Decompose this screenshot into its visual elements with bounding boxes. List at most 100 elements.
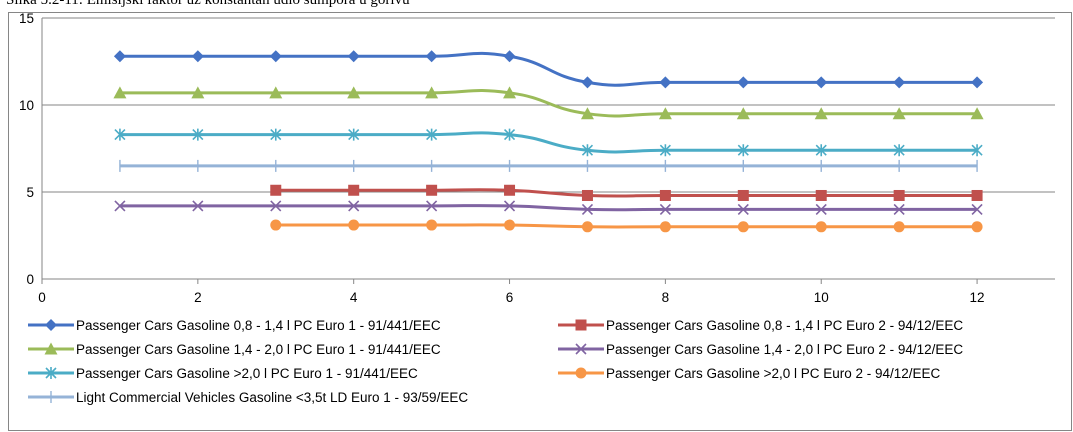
data-point xyxy=(892,107,906,120)
data-point xyxy=(815,221,827,233)
data-point xyxy=(426,200,438,212)
data-point xyxy=(737,144,749,157)
x-tick-label: 8 xyxy=(662,290,670,305)
data-point xyxy=(269,86,283,99)
series-line xyxy=(275,223,978,229)
legend-marker xyxy=(575,367,587,379)
series-1 xyxy=(113,50,984,89)
data-point xyxy=(815,144,827,157)
legend-label: Passenger Cars Gasoline >2,0 l PC Euro 1… xyxy=(76,365,418,381)
data-point xyxy=(893,221,905,233)
data-point xyxy=(425,50,438,63)
data-point xyxy=(269,50,282,63)
data-point xyxy=(270,200,282,212)
legend-item: Light Commercial Vehicles Gasoline <3,5t… xyxy=(28,387,468,407)
legend-item: Passenger Cars Gasoline >2,0 l PC Euro 1… xyxy=(28,363,418,383)
legend-swatch xyxy=(558,367,604,379)
data-point xyxy=(736,107,750,120)
data-point xyxy=(504,184,516,196)
series-line xyxy=(119,89,978,118)
x-tick-label: 12 xyxy=(970,290,985,305)
legend-marker xyxy=(45,367,57,379)
data-point xyxy=(970,107,984,120)
data-point xyxy=(893,203,905,215)
legend-swatch xyxy=(28,391,74,403)
data-point xyxy=(426,128,438,141)
data-point xyxy=(347,50,360,63)
data-point xyxy=(893,76,906,89)
data-point xyxy=(659,189,671,201)
chart-legend: Passenger Cars Gasoline 0,8 - 1,4 l PC E… xyxy=(28,315,1068,430)
y-tick-label: 5 xyxy=(26,185,34,200)
data-point xyxy=(659,203,671,215)
data-point xyxy=(659,221,671,233)
series-3 xyxy=(113,86,984,120)
data-point xyxy=(504,219,516,231)
legend-marker xyxy=(575,319,587,331)
legend-swatch xyxy=(558,319,604,331)
data-point xyxy=(658,107,672,120)
legend-marker xyxy=(575,343,587,355)
legend-swatch xyxy=(28,319,74,331)
data-point xyxy=(191,86,205,99)
legend-label: Light Commercial Vehicles Gasoline <3,5t… xyxy=(76,389,469,405)
data-point xyxy=(503,200,516,212)
data-point xyxy=(114,128,126,141)
data-point xyxy=(348,200,360,212)
data-point xyxy=(971,221,983,233)
series-7 xyxy=(119,159,978,172)
data-point xyxy=(815,76,828,89)
legend-marker xyxy=(44,342,58,355)
data-point xyxy=(581,76,594,89)
data-point xyxy=(815,189,827,201)
data-point xyxy=(503,86,517,99)
data-point xyxy=(971,76,984,89)
legend-label: Passenger Cars Gasoline 1,4 - 2,0 l PC E… xyxy=(606,341,964,357)
series-4 xyxy=(114,200,983,215)
data-point xyxy=(192,200,204,212)
figure-caption: Slika 5.2-11: Emisijski faktor uz konsta… xyxy=(6,0,410,8)
series-line xyxy=(275,188,978,198)
data-point xyxy=(580,107,594,120)
data-point xyxy=(426,219,438,231)
legend-label: Passenger Cars Gasoline 0,8 - 1,4 l PC E… xyxy=(76,317,441,333)
series-5 xyxy=(114,128,983,157)
data-point xyxy=(113,50,126,63)
data-point xyxy=(503,50,516,63)
x-tick-label: 6 xyxy=(506,290,514,305)
legend-item: Passenger Cars Gasoline 1,4 - 2,0 l PC E… xyxy=(28,339,441,359)
legend-label: Passenger Cars Gasoline >2,0 l PC Euro 2… xyxy=(606,365,941,381)
data-point xyxy=(971,189,983,201)
data-point xyxy=(347,86,361,99)
y-tick-label: 0 xyxy=(26,272,34,287)
data-point xyxy=(815,203,827,215)
legend-swatch xyxy=(28,342,74,355)
data-point xyxy=(737,203,749,215)
data-point xyxy=(425,86,439,99)
legend-item: Passenger Cars Gasoline 0,8 - 1,4 l PC E… xyxy=(558,315,963,335)
series-line xyxy=(119,204,978,212)
data-point xyxy=(348,219,360,231)
y-tick-label: 10 xyxy=(19,98,34,113)
x-tick-label: 2 xyxy=(194,290,202,305)
data-point xyxy=(971,203,983,215)
legend-item: Passenger Cars Gasoline 0,8 - 1,4 l PC E… xyxy=(28,315,441,335)
data-point xyxy=(192,128,204,141)
x-tick-label: 10 xyxy=(814,290,829,305)
data-point xyxy=(348,184,360,196)
data-point xyxy=(113,86,127,99)
data-point xyxy=(114,200,126,212)
x-tick-label: 0 xyxy=(38,290,46,305)
y-tick-label: 15 xyxy=(19,11,34,26)
data-point xyxy=(737,76,750,89)
data-point xyxy=(503,128,516,141)
data-point xyxy=(581,203,594,215)
data-point xyxy=(581,221,593,233)
data-point xyxy=(659,76,672,89)
data-point xyxy=(971,144,983,157)
data-point xyxy=(581,144,594,157)
data-point xyxy=(659,144,671,157)
x-tick-label: 4 xyxy=(350,290,358,305)
legend-label: Passenger Cars Gasoline 1,4 - 2,0 l PC E… xyxy=(76,341,441,357)
